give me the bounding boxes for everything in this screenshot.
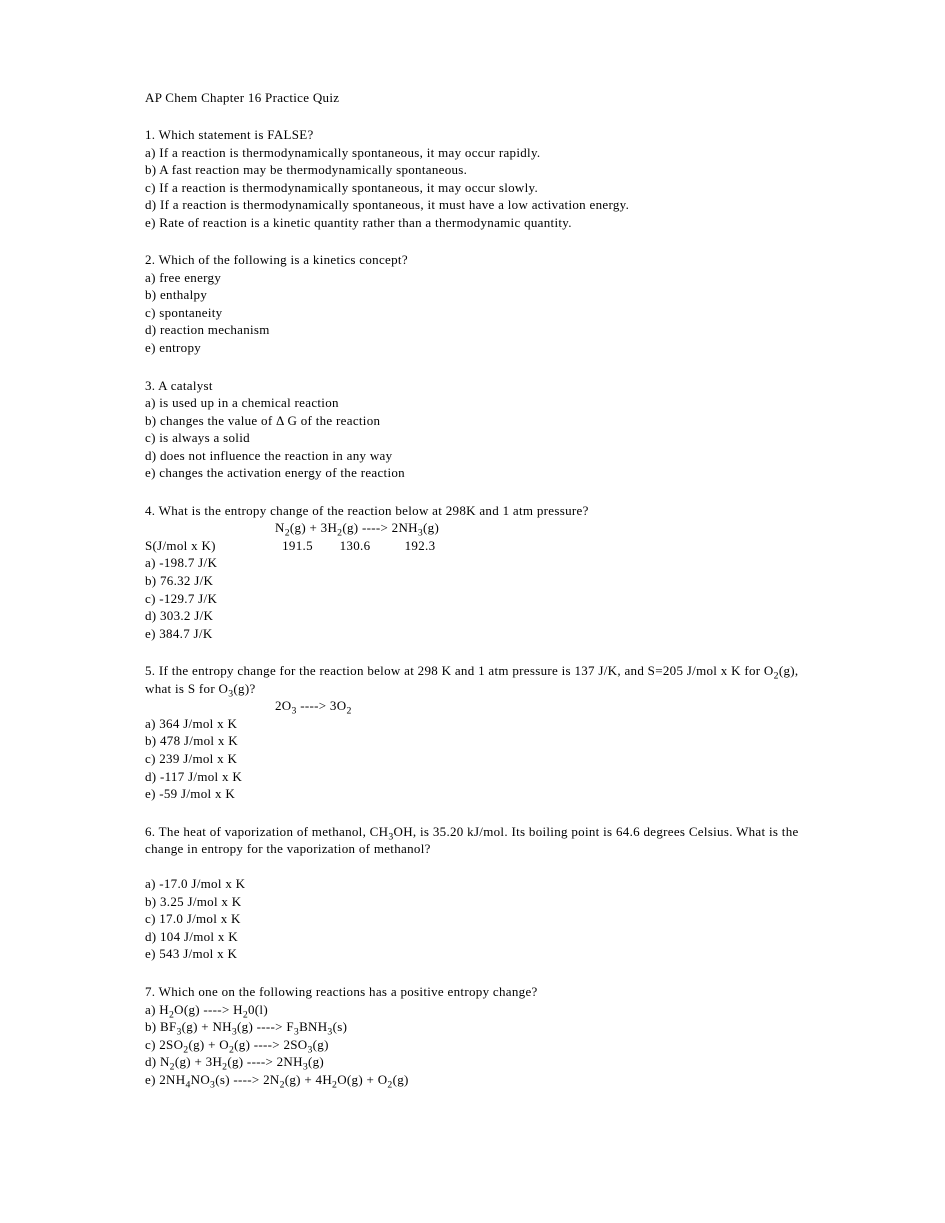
option-c: c) 2SO2(g) + O2(g) ----> 2SO3(g) xyxy=(145,1036,800,1054)
question-3: 3. A catalyst a) is used up in a chemica… xyxy=(145,377,800,482)
option-b: b) 76.32 J/K xyxy=(145,572,800,590)
question-4: 4. What is the entropy change of the rea… xyxy=(145,502,800,642)
option-c: c) spontaneity xyxy=(145,304,800,322)
option-e: e) 543 J/mol x K xyxy=(145,945,800,963)
question-6: 6. The heat of vaporization of methanol,… xyxy=(145,823,800,963)
option-c: c) 239 J/mol x K xyxy=(145,750,800,768)
option-b: b) enthalpy xyxy=(145,286,800,304)
option-b: b) 3.25 J/mol x K xyxy=(145,893,800,911)
option-c: c) -129.7 J/K xyxy=(145,590,800,608)
question-stem: 5. If the entropy change for the reactio… xyxy=(145,662,800,697)
option-e: e) changes the activation energy of the … xyxy=(145,464,800,482)
option-c: c) 17.0 J/mol x K xyxy=(145,910,800,928)
option-c: c) is always a solid xyxy=(145,429,800,447)
option-e: e) -59 J/mol x K xyxy=(145,785,800,803)
option-b: b) A fast reaction may be thermodynamica… xyxy=(145,161,800,179)
question-stem: 6. The heat of vaporization of methanol,… xyxy=(145,823,800,858)
equation: 2O3 ----> 3O2 xyxy=(145,697,800,715)
option-d: d) does not influence the reaction in an… xyxy=(145,447,800,465)
option-d: d) If a reaction is thermodynamically sp… xyxy=(145,196,800,214)
document-title: AP Chem Chapter 16 Practice Quiz xyxy=(145,90,800,106)
option-e: e) entropy xyxy=(145,339,800,357)
option-c: c) If a reaction is thermodynamically sp… xyxy=(145,179,800,197)
question-1: 1. Which statement is FALSE? a) If a rea… xyxy=(145,126,800,231)
question-stem: 4. What is the entropy change of the rea… xyxy=(145,502,800,520)
option-a: a) -17.0 J/mol x K xyxy=(145,875,800,893)
option-d: d) 303.2 J/K xyxy=(145,607,800,625)
equation: N2(g) + 3H2(g) ----> 2NH3(g) xyxy=(275,519,439,537)
option-b: b) 478 J/mol x K xyxy=(145,732,800,750)
option-d: d) -117 J/mol x K xyxy=(145,768,800,786)
option-d: d) N2(g) + 3H2(g) ----> 2NH3(g) xyxy=(145,1053,800,1071)
data-value-3: 192.3 xyxy=(390,537,450,555)
question-7: 7. Which one on the following reactions … xyxy=(145,983,800,1088)
equation-label xyxy=(145,519,275,537)
option-b: b) changes the value of Δ G of the react… xyxy=(145,412,800,430)
option-a: a) H2O(g) ----> H20(l) xyxy=(145,1001,800,1019)
option-a: a) 364 J/mol x K xyxy=(145,715,800,733)
option-e: e) Rate of reaction is a kinetic quantit… xyxy=(145,214,800,232)
question-stem: 7. Which one on the following reactions … xyxy=(145,983,800,1001)
option-b: b) BF3(g) + NH3(g) ----> F3BNH3(s) xyxy=(145,1018,800,1036)
option-d: d) 104 J/mol x K xyxy=(145,928,800,946)
data-value-1: 191.5 xyxy=(275,537,320,555)
option-a: a) is used up in a chemical reaction xyxy=(145,394,800,412)
question-2: 2. Which of the following is a kinetics … xyxy=(145,251,800,356)
option-e: e) 384.7 J/K xyxy=(145,625,800,643)
question-5: 5. If the entropy change for the reactio… xyxy=(145,662,800,802)
option-d: d) reaction mechanism xyxy=(145,321,800,339)
blank-line xyxy=(145,858,800,876)
question-stem: 1. Which statement is FALSE? xyxy=(145,126,800,144)
data-value-2: 130.6 xyxy=(320,537,390,555)
data-label: S(J/mol x K) xyxy=(145,537,275,555)
question-stem: 2. Which of the following is a kinetics … xyxy=(145,251,800,269)
option-a: a) If a reaction is thermodynamically sp… xyxy=(145,144,800,162)
option-e: e) 2NH4NO3(s) ----> 2N2(g) + 4H2O(g) + O… xyxy=(145,1071,800,1089)
question-stem: 3. A catalyst xyxy=(145,377,800,395)
option-a: a) free energy xyxy=(145,269,800,287)
option-a: a) -198.7 J/K xyxy=(145,554,800,572)
